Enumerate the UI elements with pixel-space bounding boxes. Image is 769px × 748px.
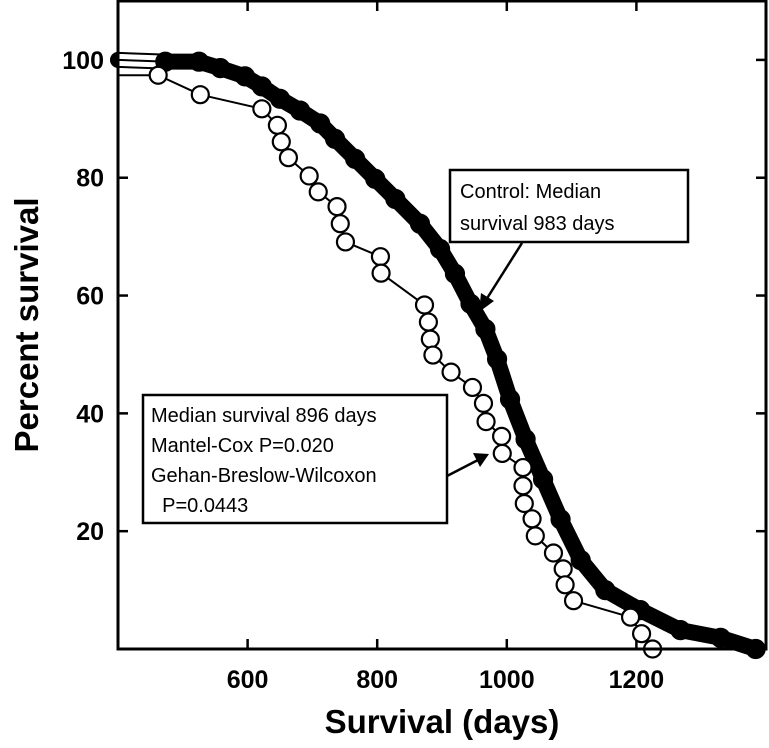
treated-point bbox=[371, 263, 391, 283]
treated-annotation-line-1: Median survival 896 days bbox=[151, 405, 377, 427]
treated-point bbox=[513, 476, 533, 496]
y-tick-label: 20 bbox=[76, 518, 104, 546]
treated-point bbox=[441, 362, 461, 382]
control-point bbox=[345, 148, 366, 169]
treated-arrow-head bbox=[473, 453, 489, 467]
x-tick-label: 1200 bbox=[609, 666, 665, 694]
control-arrow bbox=[484, 242, 524, 301]
treated-point bbox=[190, 85, 210, 105]
treated-point bbox=[473, 393, 494, 413]
treated-point bbox=[418, 312, 438, 332]
control-annotation-box bbox=[448, 168, 690, 244]
control-point bbox=[269, 88, 291, 109]
treated-point bbox=[555, 575, 575, 595]
treated-point bbox=[370, 247, 391, 267]
y-axis-title: Percent survival bbox=[8, 198, 45, 453]
treated-annotation-line-3: Gehan-Breslow-Wilcoxon bbox=[151, 465, 377, 487]
treated-point bbox=[462, 377, 483, 398]
y-tick-label: 80 bbox=[76, 165, 104, 193]
y-tick-label: 100 bbox=[62, 47, 104, 75]
treated-annotation-line-2: Mantel-Cox P=0.020 bbox=[151, 435, 334, 457]
control-point bbox=[460, 293, 481, 314]
control-point bbox=[710, 627, 731, 648]
control-point bbox=[444, 263, 466, 284]
treated-point bbox=[492, 443, 512, 464]
y-tick-label: 40 bbox=[76, 400, 104, 428]
treated-point bbox=[271, 132, 291, 152]
treated-arrow bbox=[446, 458, 479, 478]
treated-point bbox=[420, 329, 440, 349]
control-point bbox=[210, 58, 231, 79]
plot-frame bbox=[116, 0, 768, 651]
treated-point bbox=[492, 426, 512, 446]
treated-annotation-box bbox=[141, 393, 449, 525]
treated-point bbox=[299, 166, 319, 186]
treated-point bbox=[327, 196, 347, 217]
treated-point bbox=[631, 624, 652, 644]
control-point bbox=[515, 429, 536, 450]
treated-point bbox=[525, 526, 545, 546]
treated-point bbox=[330, 214, 350, 234]
treated-point bbox=[252, 99, 272, 119]
control-point bbox=[324, 128, 346, 149]
y-tick-label: 60 bbox=[76, 283, 104, 311]
treated-point bbox=[308, 182, 328, 202]
control-point bbox=[550, 509, 571, 530]
treated-point bbox=[476, 412, 496, 432]
control-point bbox=[289, 100, 311, 121]
treated-point bbox=[553, 559, 573, 579]
treated-point bbox=[267, 115, 288, 135]
x-tick-label: 1000 bbox=[479, 666, 535, 694]
control-point bbox=[486, 349, 508, 370]
control-point bbox=[570, 549, 591, 571]
y-tick-labels: 20 40 60 80 100 bbox=[62, 47, 104, 546]
control-point bbox=[475, 319, 496, 340]
treated-point bbox=[148, 65, 168, 85]
treated-point bbox=[522, 509, 542, 529]
control-point bbox=[234, 66, 256, 87]
control-point bbox=[595, 579, 616, 601]
treated-point bbox=[514, 493, 534, 514]
treated-point bbox=[423, 345, 443, 365]
control-point bbox=[365, 168, 386, 190]
control-point bbox=[385, 188, 406, 210]
treated-annotation: Median survival 896 days Mantel-Cox P=0.… bbox=[141, 393, 489, 525]
control-arrow-head bbox=[479, 293, 494, 312]
control-point bbox=[409, 213, 431, 234]
treated-point bbox=[620, 607, 641, 627]
treated-point bbox=[543, 543, 564, 563]
control-annotation-line-1: Control: Median bbox=[460, 181, 601, 203]
x-tick-label: 600 bbox=[227, 666, 269, 694]
treated-point bbox=[513, 457, 533, 478]
control-point bbox=[251, 76, 272, 97]
control-annotation-line-2: survival 983 days bbox=[460, 213, 615, 235]
treated-point bbox=[563, 591, 584, 611]
treated-point bbox=[278, 148, 299, 168]
x-tick-label: 800 bbox=[356, 666, 398, 694]
control-point bbox=[188, 51, 210, 72]
control-point bbox=[429, 238, 451, 260]
control-point bbox=[532, 469, 554, 490]
treated-point bbox=[335, 232, 356, 252]
control-point bbox=[670, 620, 691, 641]
treated-annotation-line-4: P=0.0443 bbox=[151, 495, 248, 517]
x-tick-labels: 600 800 1000 1200 bbox=[227, 666, 664, 694]
x-axis-title: Survival (days) bbox=[325, 703, 560, 740]
treated-point bbox=[414, 295, 435, 315]
control-annotation: Control: Median survival 983 days bbox=[448, 168, 690, 312]
control-point bbox=[310, 113, 331, 134]
control-point bbox=[499, 389, 521, 410]
plot-area bbox=[110, 51, 766, 660]
